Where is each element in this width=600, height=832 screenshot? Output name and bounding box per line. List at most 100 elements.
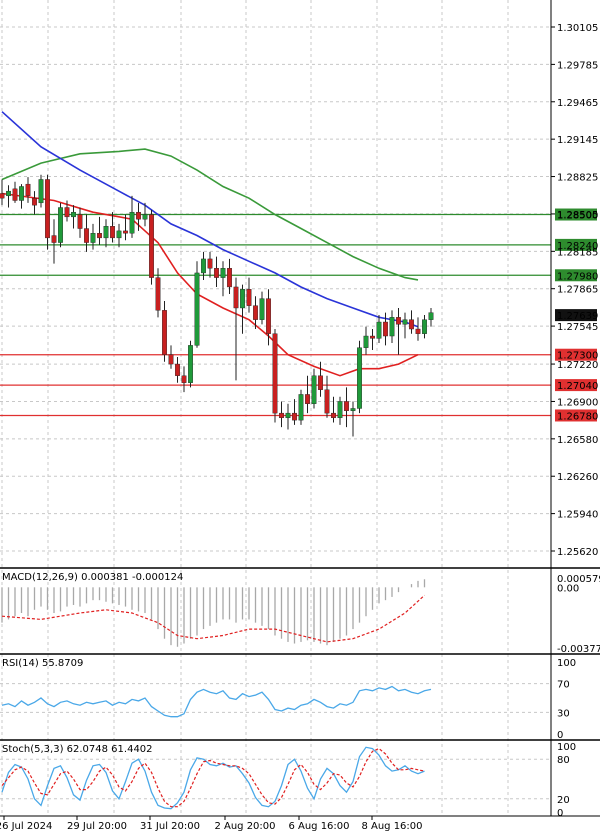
level-price-tag — [555, 409, 597, 422]
candle-body — [110, 226, 115, 239]
level-price-tag — [555, 348, 597, 361]
candle-body — [272, 333, 278, 414]
time-tick-label: 26 Jul 2024 — [0, 821, 52, 832]
candle-body — [285, 412, 291, 419]
level-price-label: 1.28240 — [557, 241, 598, 252]
candle-body — [129, 211, 135, 234]
time-tick-label: 6 Aug 16:00 — [288, 821, 349, 832]
candle-body — [240, 289, 245, 309]
candle-body — [45, 179, 50, 239]
price-axis: 1.28500 1.28240 1.27980 1.27300 1.27040 1.267… — [551, 23, 600, 819]
candle-body — [389, 317, 395, 337]
level-price-tag — [555, 208, 597, 221]
rsi-label: RSI(14) 55.8709 — [2, 658, 83, 669]
candle-body — [266, 298, 271, 334]
candle-body — [58, 207, 63, 243]
candle-body — [0, 193, 5, 199]
candle-body — [376, 321, 382, 339]
candle-body — [181, 375, 187, 383]
level-price-tag — [555, 379, 597, 392]
current-price-label: 1.27639 — [557, 311, 598, 322]
candle-body — [6, 190, 11, 197]
price-tick-label: 1.27220 — [557, 360, 598, 371]
ma-slow-line — [1, 148, 419, 281]
ma-mid-line — [1, 111, 419, 328]
candle-body — [32, 197, 37, 206]
price-tick-label: 1.30105 — [557, 23, 598, 34]
candle-body — [201, 258, 206, 274]
macd-tick-label: 0.000579 — [557, 574, 600, 585]
candle-body — [220, 268, 226, 278]
candle-body — [298, 394, 304, 421]
stoch-tick-label: 0 — [557, 808, 563, 819]
level-price-label: 1.27040 — [557, 381, 598, 392]
rsi-tick-label: 30 — [557, 708, 570, 719]
macd-label: MACD(12,26,9) 0.000381 -0.000124 — [2, 572, 183, 583]
time-tick-label: 29 Jul 20:00 — [67, 821, 127, 832]
indicators — [0, 579, 551, 810]
candle-body — [324, 389, 330, 414]
candle-body — [168, 354, 174, 365]
candle-body — [38, 179, 44, 204]
candle-body — [71, 211, 76, 218]
candle-body — [350, 408, 356, 411]
candle-body — [357, 347, 362, 409]
candle-body — [311, 375, 317, 404]
price-tick-label: 1.26580 — [557, 435, 598, 446]
stoch-k-line — [1, 746, 425, 810]
candle-body — [149, 214, 154, 278]
grid-layer — [0, 0, 551, 816]
candle-body — [214, 268, 219, 278]
time-tick-label: 2 Aug 20:00 — [214, 821, 275, 832]
candle-body — [188, 345, 193, 383]
candle-body — [318, 375, 323, 390]
stoch-label: Stoch(5,3,3) 62.0748 61.4402 — [2, 744, 153, 755]
candle-body — [259, 298, 265, 320]
candle-body — [292, 412, 297, 421]
stoch-tick-label: 100 — [557, 742, 576, 753]
candles — [0, 174, 434, 437]
candle-body — [162, 310, 167, 355]
time-axis: 26 Jul 2024 29 Jul 20:00 31 Jul 20:00 2 Aug… — [0, 816, 423, 832]
price-tick-label: 1.29785 — [557, 60, 598, 71]
price-tick-label: 1.26900 — [557, 397, 598, 408]
candle-body — [136, 211, 141, 220]
candle-body — [116, 230, 122, 239]
candle-body — [279, 412, 284, 419]
rsi-tick-label: 70 — [557, 680, 570, 691]
candle-body — [194, 272, 200, 346]
candle-body — [51, 235, 57, 243]
candle-body — [12, 188, 18, 201]
level-price-tag — [555, 269, 597, 282]
stoch-tick-label: 20 — [557, 795, 570, 806]
price-tick-label: 1.28505 — [557, 210, 598, 221]
macd-signal-line — [1, 594, 425, 643]
candle-body — [103, 226, 109, 239]
candle-body — [233, 286, 239, 309]
candle-body — [422, 319, 427, 334]
ma-fast-line — [1, 192, 419, 377]
price-tick-label: 1.25940 — [557, 510, 598, 521]
price-tick-label: 1.28825 — [557, 173, 598, 184]
candle-body — [253, 305, 258, 320]
candle-body — [383, 321, 388, 337]
candle-body — [25, 183, 31, 197]
stoch-tick-label: 80 — [557, 755, 570, 766]
level-price-label: 1.28500 — [557, 211, 598, 222]
rsi-tick-label: 100 — [557, 658, 576, 669]
price-tick-label: 1.27865 — [557, 285, 598, 296]
candle-body — [409, 319, 414, 330]
candle-body — [123, 230, 128, 234]
price-tick-label: 1.29465 — [557, 98, 598, 109]
level-price-label: 1.27300 — [557, 351, 598, 362]
candle-body — [207, 258, 213, 269]
macd-tick-label: 0.00 — [557, 583, 579, 594]
candle-body — [415, 328, 421, 334]
level-price-label: 1.27980 — [557, 271, 598, 282]
price-tick-label: 1.25620 — [557, 547, 598, 558]
rsi-line — [1, 685, 432, 718]
candle-body — [97, 233, 102, 239]
rsi-tick-label: 0 — [557, 730, 563, 741]
price-tick-label: 1.27545 — [557, 322, 598, 333]
